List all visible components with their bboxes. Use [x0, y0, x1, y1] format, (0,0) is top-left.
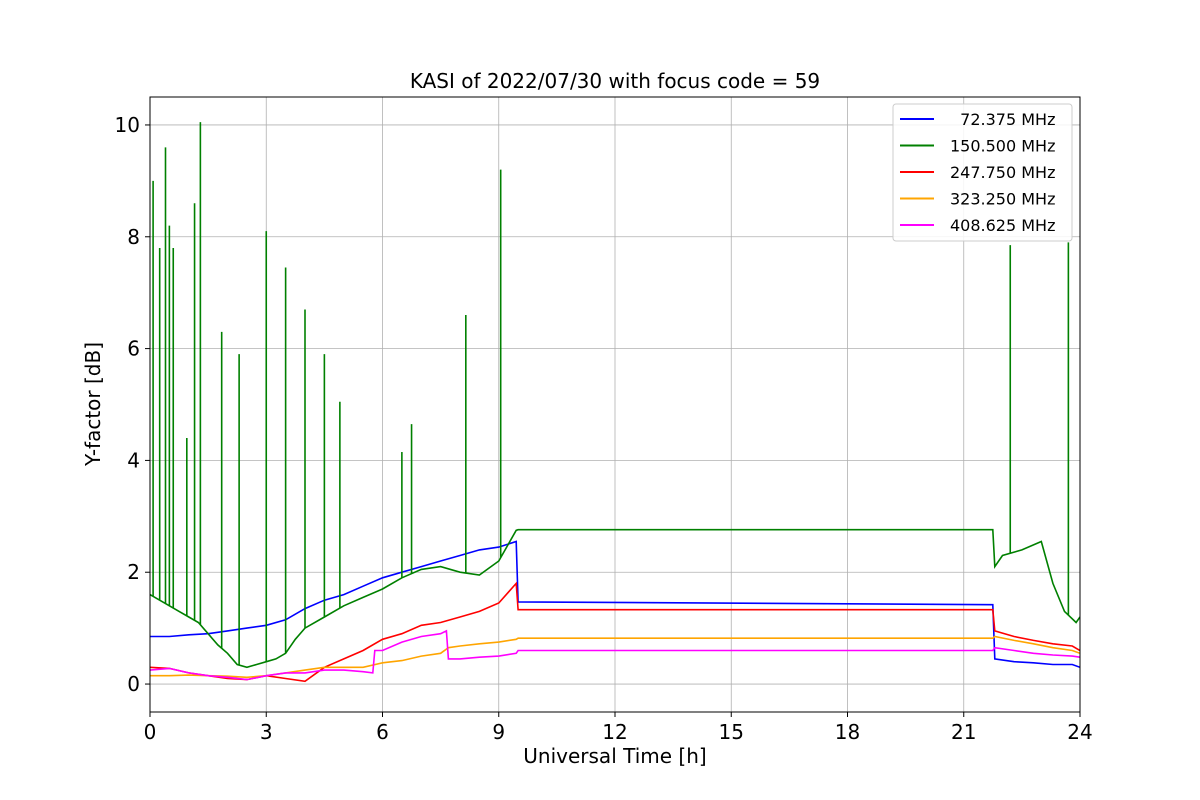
legend-label-0: 72.375 MHz — [950, 110, 1055, 129]
series-line-1 — [150, 528, 1080, 669]
y-tick-label: 4 — [127, 448, 140, 472]
x-tick-label: 21 — [951, 720, 976, 744]
x-tick-label: 3 — [260, 720, 273, 744]
plot-series — [150, 122, 1080, 683]
chart-title: KASI of 2022/07/30 with focus code = 59 — [410, 69, 820, 93]
x-tick-label: 6 — [376, 720, 389, 744]
legend-label-3: 323.250 MHz — [950, 190, 1055, 209]
x-tick-label: 24 — [1067, 720, 1092, 744]
y-tick-label: 10 — [115, 113, 140, 137]
legend-label-4: 408.625 MHz — [950, 216, 1055, 235]
legend-label-2: 247.750 MHz — [950, 163, 1055, 182]
x-tick-label: 18 — [835, 720, 860, 744]
y-tick-label: 6 — [127, 337, 140, 361]
legend-frame — [892, 103, 1073, 242]
series-line-4 — [150, 629, 1080, 681]
x-axis-label: Universal Time [h] — [523, 744, 706, 768]
x-tick-label: 0 — [144, 720, 157, 744]
legend: 72.375 MHz 150.500 MHz 247.750 MHz 323.250 … — [892, 103, 1073, 242]
y-axis: 0 2 4 6 8 10 — [115, 113, 150, 696]
series-line-3 — [150, 635, 1080, 679]
x-tick-label: 12 — [602, 720, 627, 744]
legend-label-1: 150.500 MHz — [950, 137, 1055, 156]
x-tick-label: 9 — [492, 720, 505, 744]
y-tick-label: 0 — [127, 672, 140, 696]
x-tick-label: 15 — [719, 720, 744, 744]
y-tick-label: 8 — [127, 225, 140, 249]
x-axis: 0 3 6 9 12 15 18 21 24 — [144, 712, 1093, 744]
y-axis-label: Y-factor [dB] — [81, 342, 105, 467]
y-tick-label: 2 — [127, 560, 140, 584]
